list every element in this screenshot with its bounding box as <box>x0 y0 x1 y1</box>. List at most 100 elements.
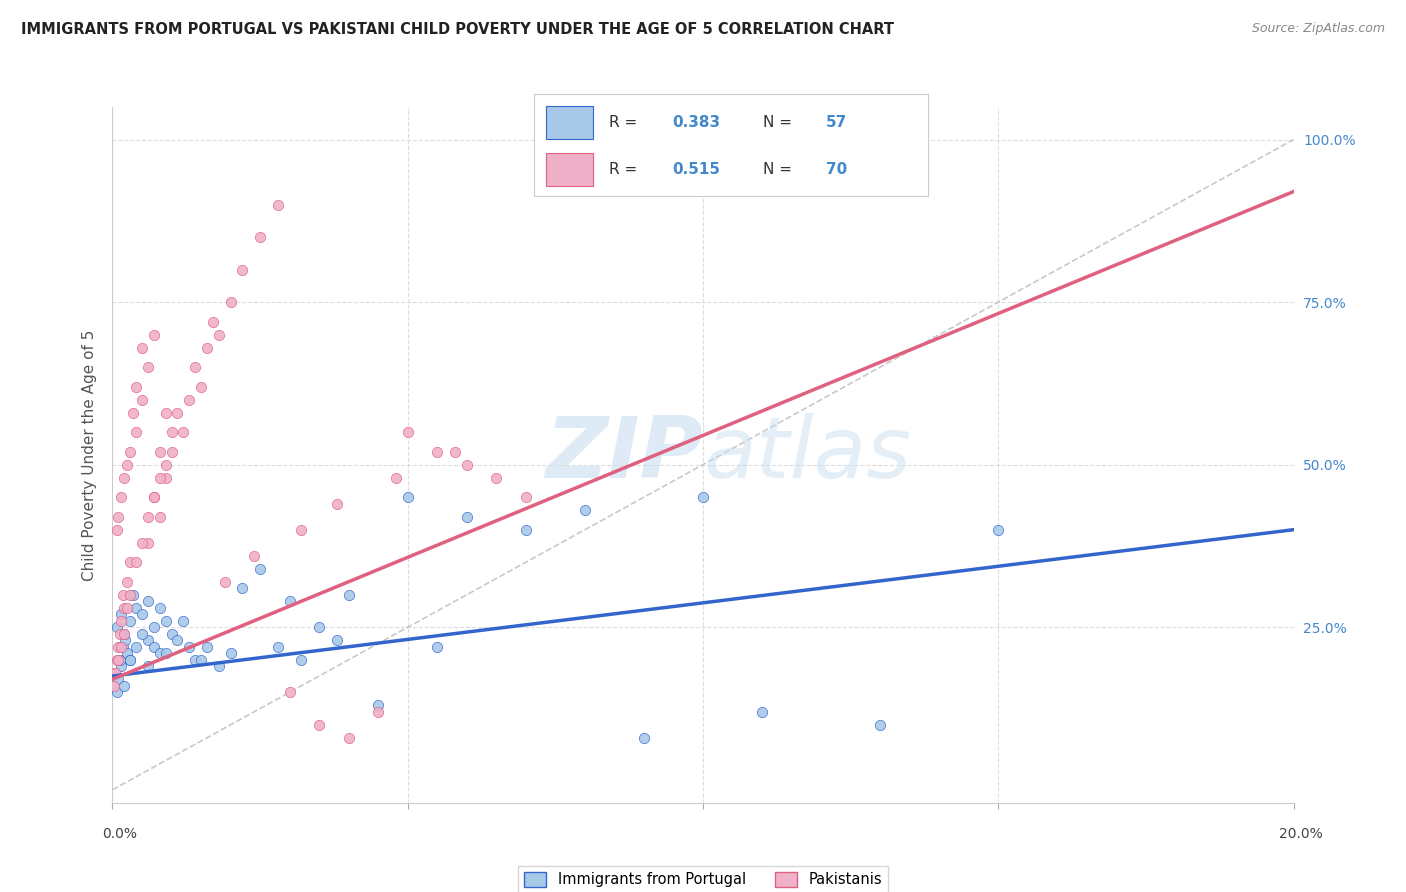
Point <box>112 626 135 640</box>
Point <box>120 653 142 667</box>
Point <box>290 653 312 667</box>
Point <box>120 444 142 458</box>
Point <box>107 653 129 667</box>
Point <box>166 406 188 420</box>
Point <box>208 659 231 673</box>
Point <box>396 490 419 504</box>
Point <box>195 341 218 355</box>
Point <box>869 718 891 732</box>
Text: Source: ZipAtlas.com: Source: ZipAtlas.com <box>1251 22 1385 36</box>
Point <box>125 379 148 393</box>
Point <box>249 230 271 244</box>
Point <box>243 549 266 563</box>
Legend: Immigrants from Portugal, Pakistanis: Immigrants from Portugal, Pakistanis <box>519 866 887 892</box>
Point <box>104 665 127 680</box>
Text: R =: R = <box>609 115 643 130</box>
Text: 70: 70 <box>825 162 846 178</box>
Point <box>112 588 135 602</box>
Point <box>107 509 129 524</box>
Point <box>160 444 183 458</box>
Point <box>125 425 148 439</box>
Point <box>166 633 188 648</box>
Text: 20.0%: 20.0% <box>1278 827 1323 841</box>
Point <box>108 626 131 640</box>
FancyBboxPatch shape <box>546 153 593 186</box>
Point <box>426 444 449 458</box>
Point <box>105 653 128 667</box>
Point <box>149 600 172 615</box>
Point <box>136 594 159 608</box>
Point <box>112 626 135 640</box>
Point <box>160 425 183 439</box>
Point <box>692 490 714 504</box>
Point <box>125 555 148 569</box>
Point <box>201 315 224 329</box>
Point <box>396 425 419 439</box>
Point <box>267 197 290 211</box>
Point <box>117 600 138 615</box>
Point <box>122 588 145 602</box>
Point <box>107 672 129 686</box>
Point <box>105 523 128 537</box>
Point <box>108 653 131 667</box>
Point <box>172 425 194 439</box>
Point <box>219 295 242 310</box>
Point <box>136 659 159 673</box>
Point <box>337 588 360 602</box>
Point <box>125 600 148 615</box>
Point <box>131 341 153 355</box>
Point <box>633 731 655 745</box>
Point <box>131 535 153 549</box>
Point <box>125 640 148 654</box>
Point <box>751 705 773 719</box>
Point <box>112 679 135 693</box>
Point <box>367 698 389 713</box>
Point <box>149 646 172 660</box>
Point <box>110 614 132 628</box>
Point <box>142 327 165 342</box>
Point <box>149 509 172 524</box>
Point <box>110 490 132 504</box>
Point <box>107 640 129 654</box>
Point <box>172 614 194 628</box>
Point <box>308 620 330 634</box>
Point <box>149 444 172 458</box>
Point <box>120 555 142 569</box>
Point <box>987 523 1010 537</box>
Text: IMMIGRANTS FROM PORTUGAL VS PAKISTANI CHILD POVERTY UNDER THE AGE OF 5 CORRELATI: IMMIGRANTS FROM PORTUGAL VS PAKISTANI CH… <box>21 22 894 37</box>
Text: 0.383: 0.383 <box>672 115 720 130</box>
Point <box>104 665 127 680</box>
Point <box>249 562 271 576</box>
Point <box>456 509 478 524</box>
Point <box>122 406 145 420</box>
Text: 0.515: 0.515 <box>672 162 720 178</box>
Point <box>485 471 508 485</box>
Point <box>155 646 177 660</box>
Point <box>231 262 253 277</box>
Point <box>142 490 165 504</box>
Point <box>160 626 183 640</box>
Point <box>120 653 142 667</box>
Point <box>142 640 165 654</box>
Point <box>120 588 142 602</box>
Point <box>190 379 212 393</box>
Point <box>142 620 165 634</box>
Point <box>105 620 128 634</box>
Text: ZIP: ZIP <box>546 413 703 497</box>
Point <box>117 458 138 472</box>
Point <box>184 653 207 667</box>
Point <box>290 523 312 537</box>
Point <box>214 574 236 589</box>
Text: R =: R = <box>609 162 643 178</box>
Point <box>104 665 127 680</box>
Point <box>112 600 135 615</box>
Point <box>179 392 201 407</box>
Point <box>120 614 142 628</box>
Point <box>136 509 159 524</box>
Point <box>105 685 128 699</box>
Text: 57: 57 <box>825 115 846 130</box>
Point <box>103 679 125 693</box>
Point <box>195 640 218 654</box>
Point <box>155 614 177 628</box>
Text: N =: N = <box>762 162 796 178</box>
